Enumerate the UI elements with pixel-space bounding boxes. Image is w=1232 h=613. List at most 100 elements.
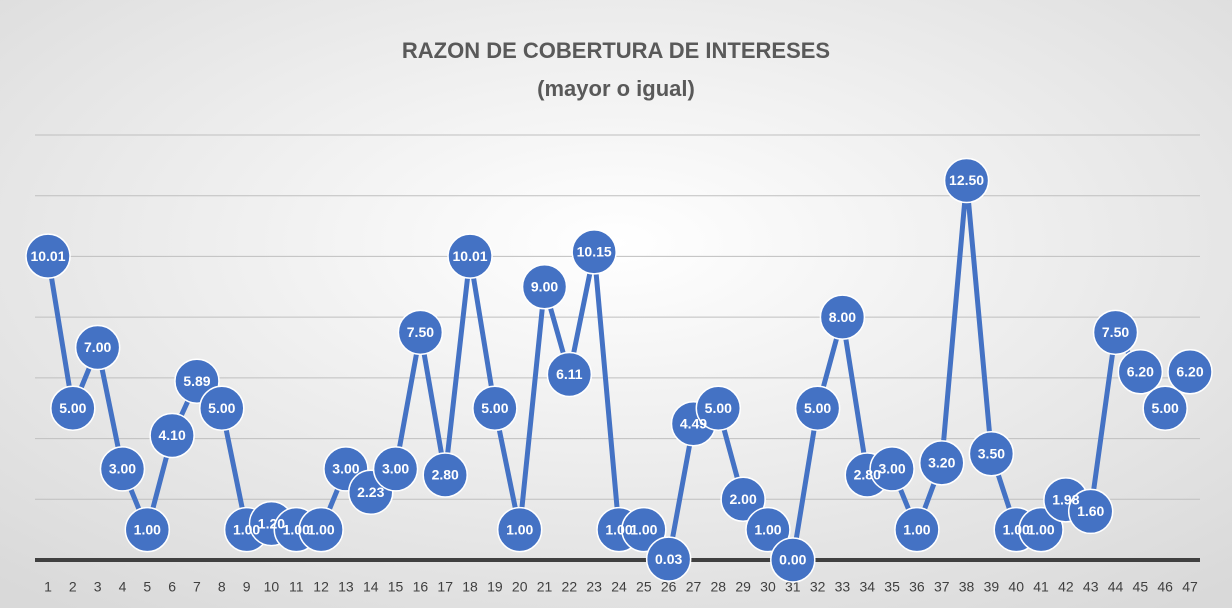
data-label: 10.15 — [577, 244, 612, 260]
data-label: 5.00 — [804, 400, 831, 416]
data-label: 1.00 — [134, 521, 161, 537]
x-tick-label: 8 — [218, 579, 226, 595]
chart-subtitle: (mayor o igual) — [537, 76, 695, 101]
x-tick-label: 34 — [859, 579, 875, 595]
marker — [372, 446, 419, 492]
x-tick-label: 47 — [1182, 579, 1198, 595]
marker — [1018, 506, 1064, 553]
x-tick-label: 17 — [437, 579, 453, 595]
data-label: 1.98 — [1052, 492, 1079, 508]
data-label: 4.49 — [680, 415, 707, 431]
marker — [894, 506, 940, 553]
marker — [968, 431, 1015, 477]
data-label: 2.80 — [432, 467, 459, 483]
x-tick-label: 43 — [1083, 579, 1099, 595]
marker — [918, 440, 965, 486]
marker — [149, 412, 195, 459]
data-label: 1.00 — [283, 521, 310, 537]
data-label: 1.00 — [754, 521, 781, 537]
data-label: 1.00 — [605, 521, 632, 537]
x-tick-label: 40 — [1008, 579, 1024, 595]
x-tick-label: 21 — [537, 579, 553, 595]
x-tick-label: 11 — [289, 579, 304, 595]
x-tick-label: 18 — [462, 579, 478, 595]
data-label: 3.50 — [978, 445, 1005, 461]
marker — [397, 309, 444, 356]
x-tick-label: 12 — [313, 579, 329, 595]
data-label: 10.01 — [30, 248, 65, 264]
x-tick-label: 16 — [413, 579, 429, 595]
data-label: 5.89 — [183, 373, 210, 389]
data-label: 3.20 — [928, 455, 955, 471]
marker — [50, 385, 96, 431]
data-label: 8.00 — [829, 309, 856, 325]
x-tick-label: 36 — [909, 579, 925, 595]
x-tick-label: 7 — [193, 579, 201, 595]
data-label: 1.00 — [1027, 521, 1054, 537]
data-label: 1.60 — [1077, 503, 1104, 519]
marker — [546, 351, 593, 398]
data-label: 5.00 — [481, 400, 508, 416]
x-tick-label: 2 — [69, 579, 77, 595]
data-label: 6.20 — [1127, 363, 1154, 379]
data-label: 1.00 — [1003, 521, 1030, 537]
marker — [1117, 349, 1164, 395]
data-label: 6.20 — [1176, 363, 1203, 379]
data-label: 0.03 — [655, 551, 682, 567]
data-label: 3.00 — [382, 461, 409, 477]
chart-title: RAZON DE COBERTURA DE INTERESES — [402, 38, 830, 63]
data-label: 5.00 — [208, 400, 235, 416]
marker — [422, 452, 468, 498]
marker — [869, 446, 915, 492]
x-tick-label: 41 — [1033, 579, 1049, 595]
x-tick-label: 35 — [884, 579, 900, 595]
data-label: 2.23 — [357, 484, 384, 500]
x-tick-label: 32 — [810, 579, 826, 595]
marker — [720, 476, 766, 523]
marker — [74, 324, 121, 371]
x-tick-label: 28 — [711, 579, 727, 595]
data-label: 1.00 — [307, 521, 334, 537]
marker — [695, 385, 742, 431]
data-label: 1.20 — [258, 515, 285, 531]
marker — [571, 229, 617, 275]
marker — [447, 233, 493, 279]
marker — [199, 385, 245, 431]
x-tick-label: 6 — [168, 579, 176, 595]
data-label: 3.00 — [109, 461, 136, 477]
data-label: 4.10 — [159, 427, 186, 443]
marker — [943, 157, 990, 204]
data-label: 5.00 — [1152, 400, 1179, 416]
x-tick-label: 33 — [835, 579, 851, 595]
x-tick-label: 37 — [934, 579, 950, 595]
x-tick-label: 30 — [760, 579, 776, 595]
x-tick-label: 3 — [94, 579, 102, 595]
x-tick-label: 26 — [661, 579, 677, 595]
x-tick-label: 14 — [363, 579, 379, 595]
x-tick-label: 27 — [686, 579, 702, 595]
marker — [621, 506, 667, 553]
marker — [745, 506, 791, 553]
x-tick-label: 22 — [562, 579, 578, 595]
x-tick-label: 25 — [636, 579, 652, 595]
marker — [124, 506, 171, 553]
data-label: 10.01 — [453, 248, 488, 264]
data-label: 1.00 — [506, 521, 533, 537]
data-label: 5.00 — [705, 400, 732, 416]
x-tick-label: 20 — [512, 579, 528, 595]
marker — [1092, 309, 1139, 356]
marker — [770, 537, 816, 583]
marker — [25, 233, 71, 279]
marker — [1167, 349, 1213, 395]
x-tick-label: 39 — [984, 579, 1000, 595]
x-tick-label: 42 — [1058, 579, 1074, 595]
marker — [819, 294, 866, 340]
data-label: 2.80 — [854, 467, 881, 483]
marker — [1067, 488, 1114, 535]
data-label: 9.00 — [531, 278, 558, 294]
marker — [298, 506, 344, 553]
marker — [521, 264, 568, 310]
marker — [794, 385, 841, 431]
data-label: 5.00 — [59, 400, 86, 416]
x-tick-label: 45 — [1133, 579, 1149, 595]
